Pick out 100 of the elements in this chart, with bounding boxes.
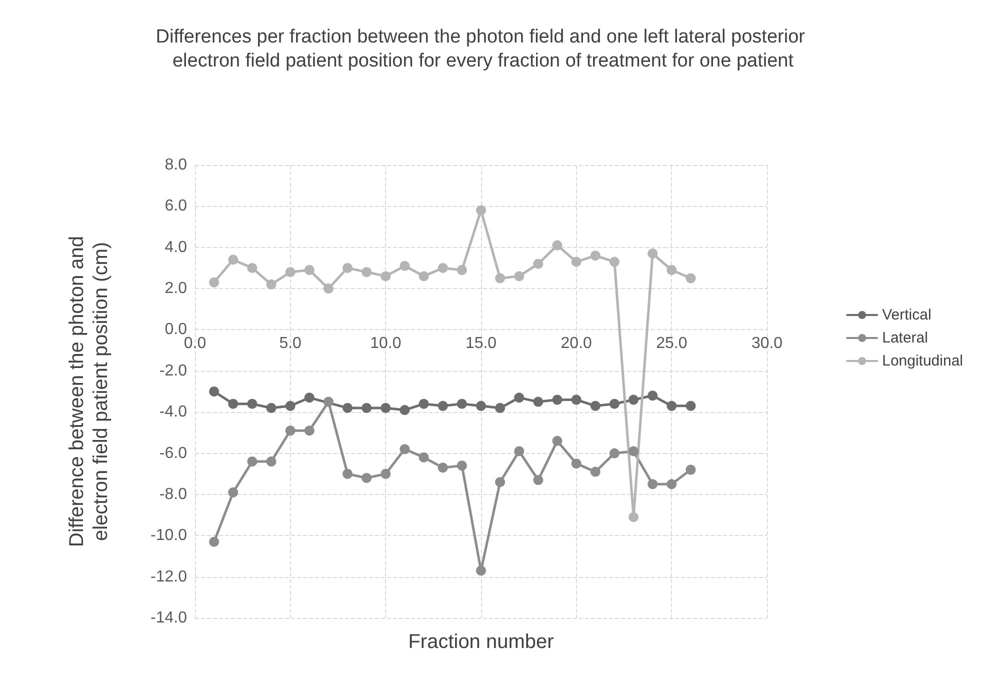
point: [628, 512, 639, 522]
point: [209, 536, 220, 547]
point: [342, 402, 353, 413]
point: [266, 402, 276, 413]
point: [495, 402, 506, 413]
point: [209, 277, 220, 288]
point: [456, 398, 467, 409]
point: [209, 386, 220, 396]
y-tick-label: 8.0: [164, 156, 188, 174]
point: [686, 273, 696, 284]
point: [666, 265, 677, 276]
point: [228, 254, 238, 265]
point: [666, 479, 677, 490]
legend-label: Vertical: [882, 306, 932, 324]
y-tick-label: -12.0: [150, 568, 188, 586]
point: [648, 479, 658, 490]
x-tick-label: 25.0: [656, 335, 688, 352]
point: [609, 256, 620, 267]
point: [514, 446, 524, 456]
point: [380, 271, 391, 282]
x-tick-label: 10.0: [370, 335, 402, 352]
y-axis-title: Difference between the photon and electron field patient position (cm): [66, 236, 112, 547]
point: [400, 444, 410, 454]
point: [266, 456, 276, 467]
point: [456, 265, 467, 276]
point: [323, 284, 334, 294]
point: [418, 398, 429, 409]
point: [476, 205, 486, 216]
y-tick-label: 6.0: [164, 198, 188, 215]
y-tick-label: -8.0: [159, 486, 188, 503]
point: [285, 400, 296, 411]
point: [571, 256, 582, 267]
point: [590, 466, 600, 477]
point: [571, 458, 582, 469]
point: [323, 396, 334, 407]
point: [285, 426, 296, 436]
point: [247, 398, 258, 409]
point: [228, 398, 238, 409]
point: [304, 426, 314, 436]
point: [285, 267, 296, 278]
point: [476, 400, 486, 411]
point: [628, 394, 639, 405]
legend-label: Longitudinal: [882, 352, 964, 370]
point: [418, 452, 429, 462]
x-tick-label: 5.0: [279, 335, 302, 352]
point: [266, 279, 276, 290]
point: [362, 472, 372, 483]
y-tick-label: -6.0: [159, 444, 188, 462]
x-tick-label: 20.0: [560, 335, 592, 352]
x-tick-label: 30.0: [751, 335, 783, 352]
x-tick-label: 15.0: [465, 335, 497, 352]
point: [304, 265, 314, 276]
point: [342, 468, 353, 479]
point: [400, 405, 410, 416]
point: [648, 390, 658, 401]
point: [590, 250, 600, 261]
point: [495, 477, 506, 488]
point: [418, 271, 429, 282]
legend-label: Lateral: [882, 330, 928, 346]
point: [514, 392, 524, 403]
point: [609, 448, 620, 458]
point: [514, 271, 524, 282]
y-tick-label: -10.0: [150, 527, 188, 544]
y-tick-label: 2.0: [164, 280, 188, 298]
point: [533, 475, 544, 486]
point: [438, 462, 448, 473]
y-tick-label: -4.0: [159, 404, 188, 421]
x-axis-title: Fraction number: [408, 631, 554, 653]
point: [438, 262, 448, 273]
point: [362, 267, 372, 278]
point: [552, 240, 562, 250]
point: [438, 400, 448, 411]
point: [476, 566, 486, 576]
point: [247, 262, 258, 273]
point: [609, 398, 620, 409]
point: [552, 436, 562, 446]
point: [247, 456, 258, 467]
point: [552, 394, 562, 405]
y-tick-label: -14.0: [150, 610, 188, 626]
point: [228, 487, 238, 498]
point: [495, 273, 506, 284]
point: [533, 396, 544, 407]
point: [666, 400, 677, 411]
point: [304, 392, 314, 403]
point: [342, 262, 353, 273]
point: [533, 258, 544, 269]
point: [456, 460, 467, 471]
point: [380, 402, 391, 413]
y-tick-label: 4.0: [164, 238, 188, 256]
point: [628, 446, 639, 456]
point: [362, 402, 372, 413]
point: [571, 394, 582, 405]
point: [400, 260, 410, 271]
chart-title: Differences per fraction between the photon field and one left lateral posterior electron field patient position for every fraction of treatment for one patient: [156, 26, 810, 72]
y-tick-label: -2.0: [159, 362, 188, 380]
point: [380, 468, 391, 479]
point: [648, 248, 658, 259]
point: [590, 400, 600, 411]
point: [686, 400, 696, 411]
point: [686, 464, 696, 475]
